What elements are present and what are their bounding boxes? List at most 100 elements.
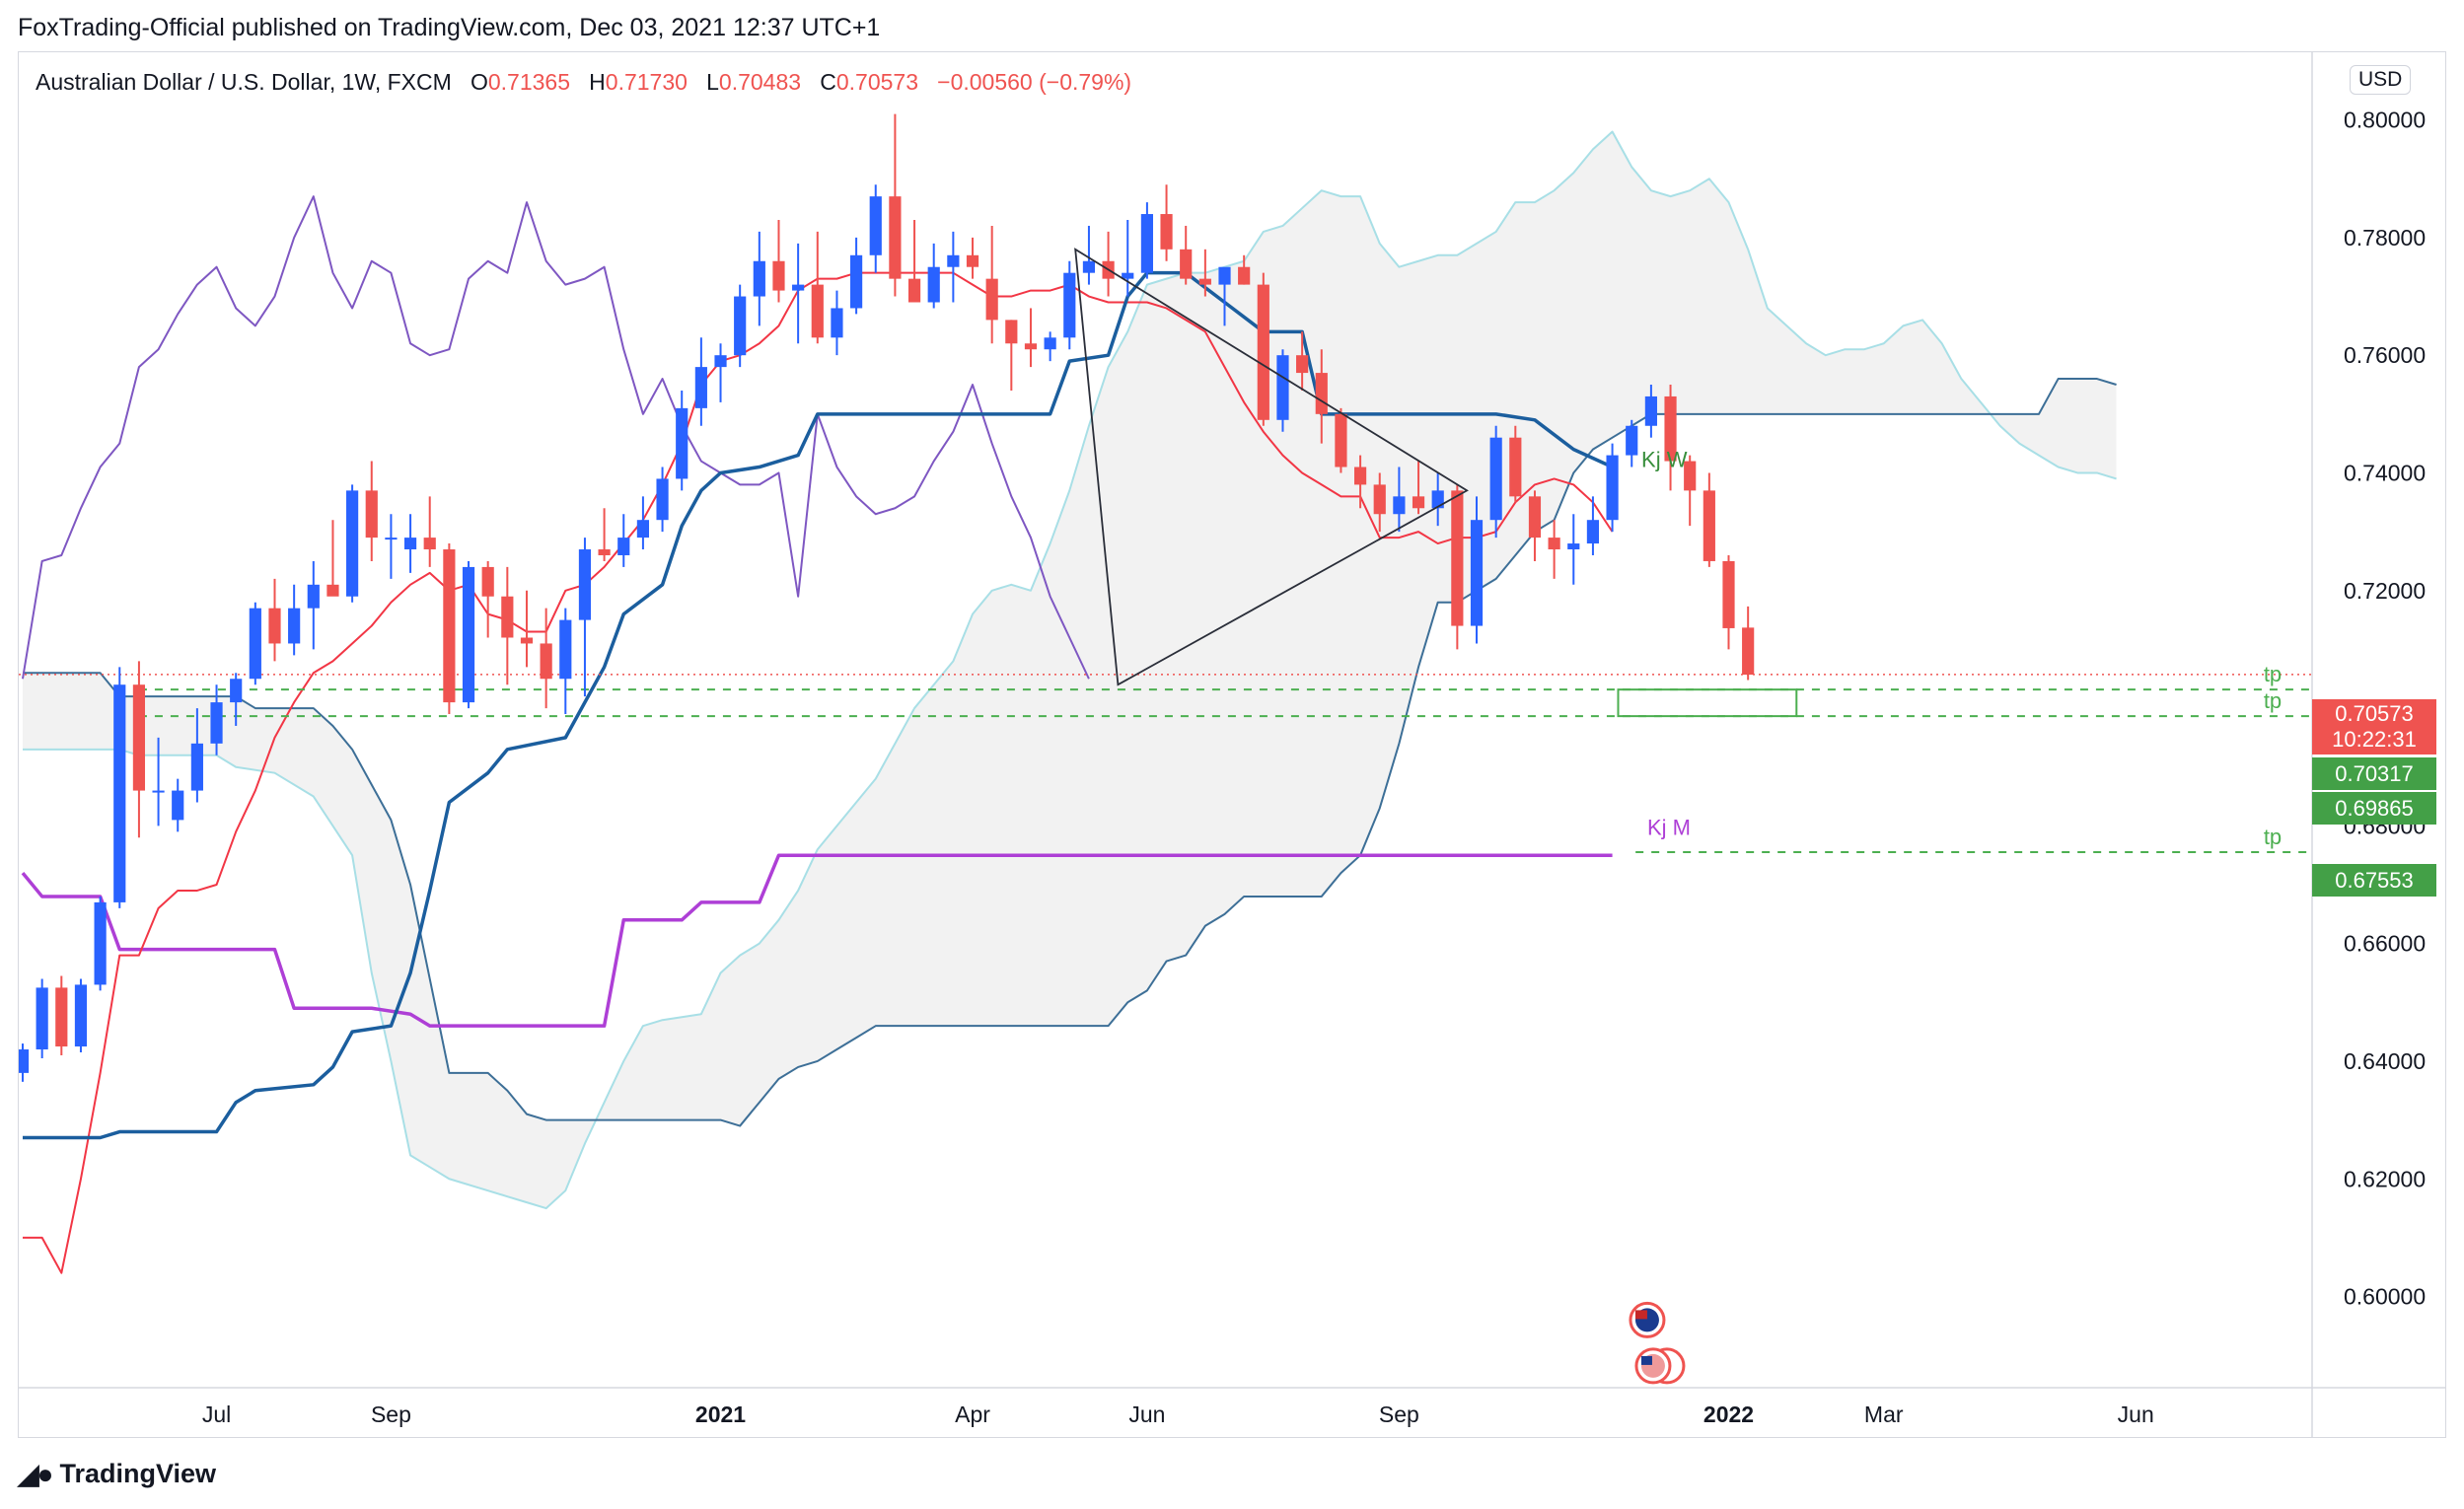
tp-label: tp <box>2264 688 2282 713</box>
candle-body <box>1140 214 1153 273</box>
economic-events <box>1629 1301 1686 1385</box>
candle-body <box>966 254 979 267</box>
candle-body <box>1160 214 1173 250</box>
series-kijun-sen <box>23 270 1614 1140</box>
candle <box>1102 231 1115 297</box>
candle-body <box>1393 496 1406 515</box>
candle-body <box>1180 249 1193 279</box>
candle <box>1722 554 1735 650</box>
candle-body <box>1082 260 1096 273</box>
last-price-value: 0.70573 <box>2335 701 2414 726</box>
candle-body <box>578 549 592 620</box>
candle <box>326 520 339 597</box>
candle <box>811 231 824 344</box>
time-tick-label: Jun <box>2118 1401 2154 1427</box>
candle-body <box>1218 266 1231 285</box>
candle <box>1198 249 1211 297</box>
candle <box>94 896 107 991</box>
candle <box>462 560 475 709</box>
candle-body <box>1742 627 1755 676</box>
price-tick-label: 0.62000 <box>2344 1166 2426 1191</box>
candle <box>1451 484 1464 650</box>
price-tick-label: 0.76000 <box>2344 342 2426 368</box>
candle-body <box>1412 496 1425 509</box>
candle-body <box>753 260 765 297</box>
candle-body <box>190 743 203 791</box>
candle-body <box>1238 266 1251 285</box>
candle <box>152 737 165 826</box>
time-tick-label: Sep <box>371 1401 411 1427</box>
candle-body <box>74 984 88 1047</box>
candle <box>113 667 126 908</box>
tradingview-mark-icon: ◢● <box>18 1459 53 1489</box>
candle-body <box>598 549 611 555</box>
candle-body <box>889 196 902 279</box>
chart-axes: 0.600000.620000.640000.660000.680000.700… <box>19 52 2445 1437</box>
candle <box>1257 272 1269 426</box>
candle-body <box>288 608 301 644</box>
candle <box>1063 260 1076 350</box>
candle <box>850 237 863 315</box>
candle <box>1684 455 1697 527</box>
candle-body <box>481 566 494 597</box>
time-tick-label: Jul <box>202 1401 231 1427</box>
candle <box>676 390 688 491</box>
candle-body <box>230 679 243 703</box>
trendline-drawings <box>1074 248 1469 686</box>
candle <box>403 514 417 573</box>
candle-body <box>403 538 417 550</box>
price-chart[interactable]: 0.600000.620000.640000.660000.680000.700… <box>19 52 2445 1437</box>
flag-canton <box>1640 1355 1652 1365</box>
candle-body <box>19 1049 30 1073</box>
change-value: −0.00560 (−0.79%) <box>937 69 1132 95</box>
series-chikou-span <box>22 195 1090 680</box>
cloud-fill <box>23 131 2117 1209</box>
time-tick-label: 2021 <box>695 1401 746 1427</box>
candle <box>307 560 320 650</box>
candle-body <box>520 637 534 644</box>
candle <box>288 584 301 656</box>
candle <box>249 602 261 685</box>
candle-body <box>850 254 863 309</box>
candle <box>1122 219 1134 297</box>
candle-body <box>1451 490 1464 626</box>
candle-body <box>559 619 572 680</box>
candle <box>346 484 359 603</box>
flag-canton <box>1634 1310 1647 1320</box>
candlesticks <box>19 113 1755 1082</box>
currency-selector[interactable]: USD <box>2350 65 2412 95</box>
high-value: 0.71730 <box>605 69 688 95</box>
candle <box>927 243 940 309</box>
candle-body <box>1431 490 1444 509</box>
candle <box>656 467 669 533</box>
candle-body <box>346 490 359 597</box>
chart-frame[interactable]: 0.600000.620000.640000.660000.680000.700… <box>18 51 2446 1438</box>
candle-body <box>947 254 960 267</box>
australia-flag-icon <box>1629 1301 1666 1338</box>
price-tick-label: 0.64000 <box>2344 1048 2426 1074</box>
candle-body <box>1489 437 1502 521</box>
price-tick-label: 0.66000 <box>2344 931 2426 957</box>
candle <box>1140 202 1153 279</box>
candle-body <box>423 538 436 550</box>
symbol-legend[interactable]: Australian Dollar / U.S. Dollar, 1W, FXC… <box>36 69 1131 96</box>
candle <box>520 590 534 668</box>
candle <box>1024 308 1038 368</box>
time-tick-label: Apr <box>955 1401 990 1427</box>
candle <box>1082 225 1096 285</box>
candle-body <box>268 608 281 644</box>
candle-body <box>1373 484 1386 515</box>
candle <box>1160 184 1173 261</box>
candle <box>1431 472 1444 527</box>
candle-body <box>55 987 68 1047</box>
candle-body <box>36 987 48 1050</box>
candle-body <box>443 549 456 703</box>
candle-body <box>1276 355 1289 420</box>
candle-body <box>1626 425 1638 456</box>
kijun-weekly-label: Kj W <box>1641 448 1688 472</box>
candle-body <box>1684 461 1697 491</box>
candle-body <box>985 278 998 321</box>
candle-body <box>132 684 146 791</box>
tradingview-logo[interactable]: ◢● TradingView <box>18 1458 216 1490</box>
candle <box>423 496 436 567</box>
